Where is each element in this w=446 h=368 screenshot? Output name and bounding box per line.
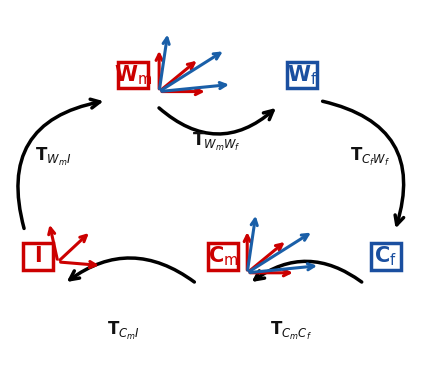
Text: $\mathbf{T}_{W_m I}$: $\mathbf{T}_{W_m I}$ bbox=[35, 146, 72, 168]
FancyArrowPatch shape bbox=[18, 99, 100, 229]
Text: C$_{\mathrm{m}}$: C$_{\mathrm{m}}$ bbox=[208, 245, 238, 268]
Text: $\mathbf{T}_{C_m C_f}$: $\mathbf{T}_{C_m C_f}$ bbox=[270, 320, 312, 342]
FancyBboxPatch shape bbox=[208, 244, 238, 269]
FancyBboxPatch shape bbox=[23, 244, 53, 269]
FancyArrowPatch shape bbox=[255, 261, 362, 282]
FancyArrowPatch shape bbox=[70, 258, 194, 282]
Text: $\mathbf{T}_{C_m I}$: $\mathbf{T}_{C_m I}$ bbox=[107, 320, 140, 342]
FancyBboxPatch shape bbox=[287, 62, 317, 88]
Text: $\mathbf{T}_{C_f W_f}$: $\mathbf{T}_{C_f W_f}$ bbox=[351, 146, 391, 168]
FancyArrowPatch shape bbox=[159, 108, 273, 134]
FancyArrowPatch shape bbox=[322, 101, 404, 225]
Text: C$_{\mathrm{f}}$: C$_{\mathrm{f}}$ bbox=[375, 245, 397, 268]
Text: W$_{\mathrm{f}}$: W$_{\mathrm{f}}$ bbox=[287, 63, 318, 87]
FancyBboxPatch shape bbox=[118, 62, 148, 88]
Text: $\mathbf{T}_{W_m W_f}$: $\mathbf{T}_{W_m W_f}$ bbox=[192, 131, 241, 153]
FancyBboxPatch shape bbox=[371, 244, 401, 269]
Text: W$_{\mathrm{m}}$: W$_{\mathrm{m}}$ bbox=[114, 63, 152, 87]
Text: I: I bbox=[34, 247, 42, 266]
